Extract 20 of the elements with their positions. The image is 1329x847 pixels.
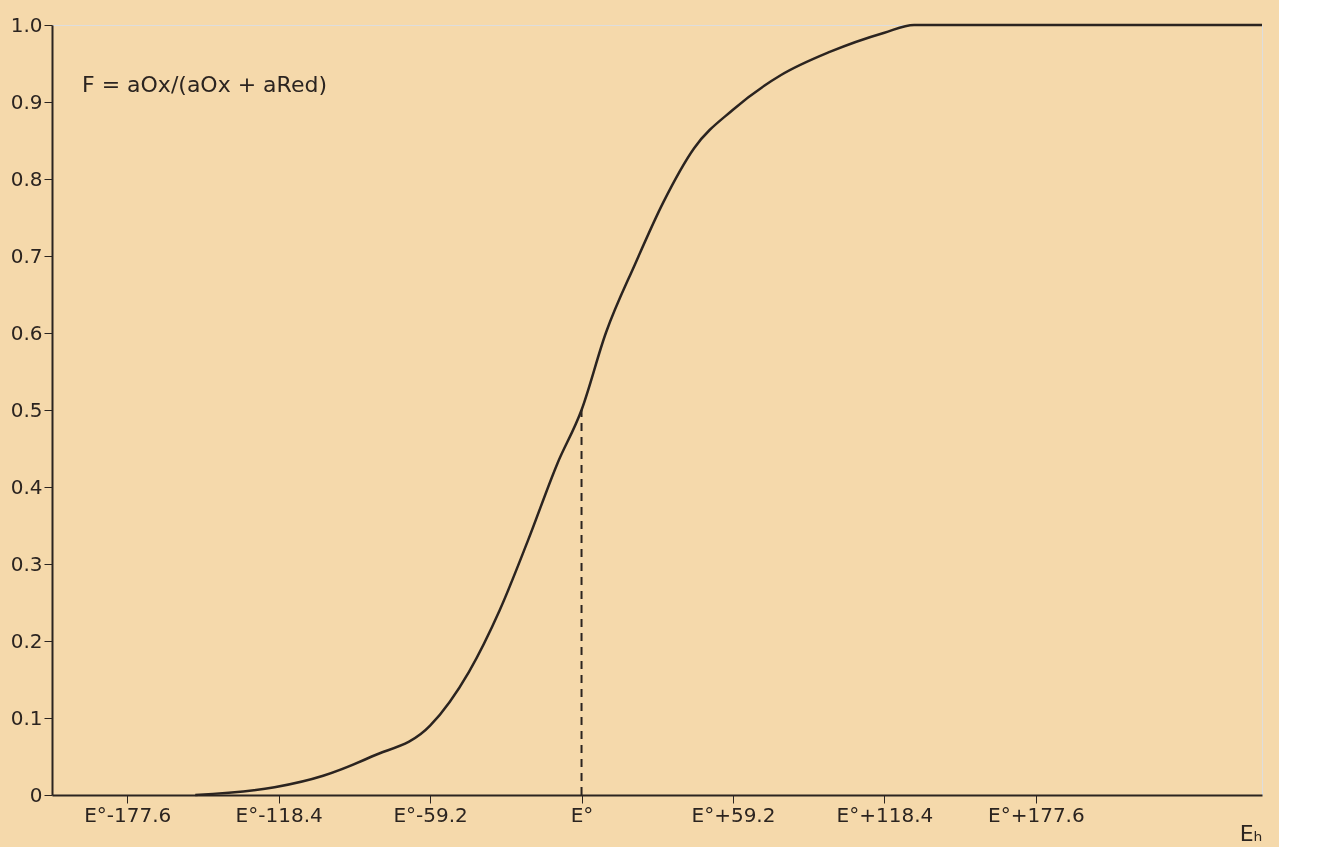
y-tick-label: 0.3 <box>10 551 43 576</box>
y-tick-label: 0 <box>29 782 43 807</box>
y-tick-label: 0.5 <box>10 397 43 422</box>
y-tick-label: 0.7 <box>10 243 43 268</box>
y-tick-label: 0.4 <box>10 474 43 499</box>
x-tick-label: E°+118.4 <box>836 802 934 827</box>
y-tick-label: 0.2 <box>10 628 43 653</box>
y-tick-label: 1.0 <box>10 12 43 37</box>
x-tick-label: E°+177.6 <box>988 802 1085 827</box>
x-tick-label: E°-118.4 <box>235 802 323 827</box>
x-tick-label: E°-59.2 <box>393 802 468 827</box>
x-axis-title: Eₕ <box>1239 820 1263 846</box>
x-tick-label: E°-177.6 <box>84 802 172 827</box>
x-tick-label: E° <box>570 802 594 827</box>
y-tick-label: 0.9 <box>10 89 43 114</box>
annotation: F = aOx/(aOx + aRed) <box>82 72 327 97</box>
y-tick-label: 0.6 <box>10 320 43 345</box>
y-tick-label: 0.1 <box>10 705 43 730</box>
x-tick-label: E°+59.2 <box>691 802 776 827</box>
y-tick-label: 0.8 <box>10 166 43 191</box>
